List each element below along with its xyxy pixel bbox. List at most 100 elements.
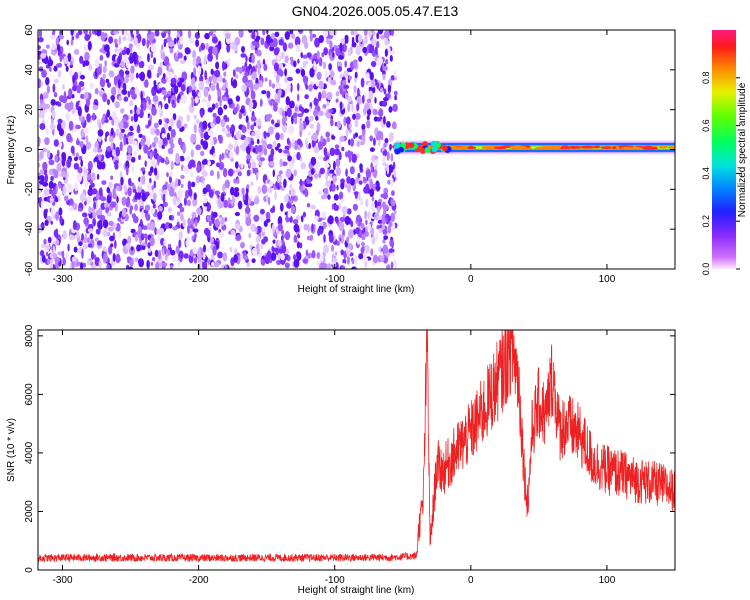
heatmap-cell — [392, 103, 398, 112]
heatmap-cell — [61, 95, 68, 104]
heatmap-cell — [208, 31, 213, 36]
heatmap-cell — [161, 30, 167, 39]
heatmap-cell — [217, 40, 222, 51]
heatmap-cell — [232, 79, 238, 89]
heatmap-cell — [434, 142, 441, 148]
heatmap-cell — [122, 36, 127, 42]
heatmap-cell — [116, 57, 119, 66]
heatmap-cell — [266, 143, 273, 150]
heatmap-cell — [57, 62, 63, 68]
heatmap-cell — [277, 89, 282, 98]
heatmap-cell — [369, 188, 375, 197]
heatmap-cell — [365, 198, 369, 208]
heatmap-cell — [187, 180, 192, 191]
heatmap-cell — [354, 71, 358, 79]
heatmap-cell — [210, 159, 215, 165]
heatmap-cell — [332, 175, 337, 183]
heatmap-cell — [299, 184, 303, 193]
heatmap-cell — [71, 94, 75, 99]
heatmap-cell — [236, 234, 242, 241]
heatmap-cell — [353, 91, 357, 98]
heatmap-cell — [108, 181, 113, 189]
heatmap-cell — [277, 55, 280, 61]
heatmap-cell — [251, 31, 256, 40]
heatmap-cell — [97, 214, 102, 219]
heatmap-cell — [137, 124, 140, 134]
heatmap-cell — [153, 84, 159, 91]
heatmap-cell — [82, 262, 87, 268]
heatmap-cell — [334, 148, 341, 156]
heatmap-cell — [138, 181, 142, 188]
heatmap-cell — [118, 121, 124, 129]
heatmap-cell — [112, 149, 116, 157]
heatmap-cell — [289, 100, 295, 109]
heatmap-cell — [184, 47, 191, 55]
heatmap-cell — [203, 55, 207, 65]
heatmap-cell — [199, 75, 204, 83]
heatmap-cell — [196, 207, 202, 215]
heatmap-cell — [177, 179, 181, 186]
heatmap-cell — [211, 261, 215, 267]
heatmap-cell — [114, 43, 119, 48]
heatmap-cell — [96, 148, 103, 153]
heatmap-cell — [345, 128, 349, 138]
heatmap-cell — [645, 147, 651, 150]
heatmap-cell — [361, 94, 365, 104]
heatmap-cell — [314, 37, 320, 48]
heatmap-cell — [347, 103, 351, 113]
heatmap-cell — [153, 180, 156, 189]
heatmap-cell — [309, 123, 315, 129]
heatmap-cell — [268, 79, 272, 87]
heatmap-cell — [370, 226, 375, 236]
heatmap-cell — [393, 259, 398, 269]
heatmap-cell — [218, 134, 223, 144]
heatmap-cell — [245, 55, 248, 63]
heatmap-cell — [75, 124, 81, 130]
heatmap-cell — [347, 184, 351, 193]
heatmap-cell — [207, 258, 211, 265]
heatmap-cell — [366, 115, 370, 121]
heatmap-cell — [165, 156, 169, 164]
heatmap-cell — [380, 87, 384, 93]
heatmap-cell — [202, 187, 208, 195]
heatmap-cell — [207, 99, 211, 110]
heatmap-cell — [261, 90, 267, 95]
heatmap-cell — [191, 211, 197, 219]
colorbar-tick-label: 0.0 — [701, 263, 711, 276]
heatmap-cell — [107, 226, 114, 232]
heatmap-cell — [387, 84, 392, 94]
heatmap-cell — [241, 65, 246, 73]
heatmap-cell — [115, 146, 121, 157]
heatmap-cell — [327, 77, 332, 83]
heatmap-cell — [75, 32, 80, 39]
heatmap-cell — [309, 234, 314, 242]
heatmap-cell — [248, 197, 252, 205]
heatmap-cell — [218, 231, 224, 238]
heatmap-cell — [143, 233, 148, 239]
heatmap-cell — [62, 185, 67, 195]
heatmap-cell — [325, 180, 331, 188]
heatmap-cell — [158, 205, 163, 213]
heatmap-cell — [169, 187, 175, 197]
heatmap-cell — [52, 245, 56, 256]
heatmap-cell — [177, 259, 180, 268]
heatmap-cell — [194, 96, 199, 104]
heatmap-cell — [267, 187, 273, 194]
heatmap-cell — [94, 30, 98, 36]
heatmap-cell — [250, 140, 255, 145]
heatmap-cell — [127, 131, 134, 136]
heatmap-cell — [102, 73, 106, 80]
heatmap-cell — [302, 211, 306, 218]
heatmap-cell — [183, 197, 187, 206]
heatmap-cell — [388, 106, 393, 113]
heatmap-cell — [357, 34, 363, 43]
heatmap-cell — [341, 146, 345, 152]
heatmap-cell — [309, 30, 313, 35]
heatmap-cell — [188, 37, 195, 44]
heatmap-cell — [106, 186, 111, 194]
heatmap-cell — [355, 45, 362, 56]
heatmap-cell — [267, 196, 271, 206]
heatmap-cell — [214, 218, 221, 228]
heatmap-cell — [177, 40, 181, 48]
heatmap-cell — [339, 135, 345, 143]
